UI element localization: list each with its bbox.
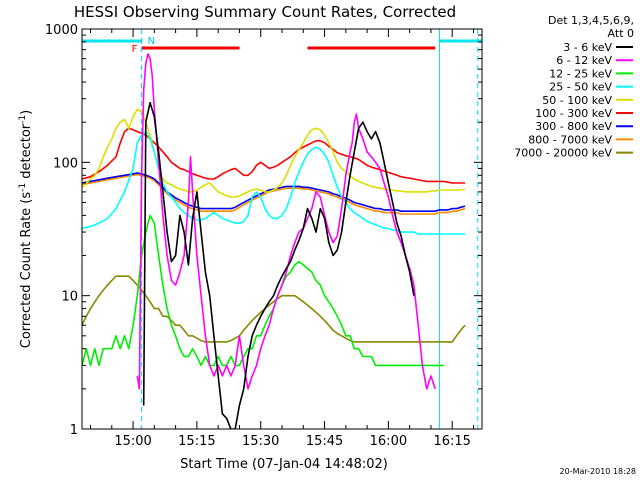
legend-label-0: 3 - 6 keV [563, 41, 612, 54]
legend-label-3: 25 - 50 keV [549, 81, 612, 94]
y-axis-ticks: 1 10 100 1000 [45, 23, 482, 438]
x-tick-label-1: 15:15 [178, 434, 215, 449]
y-tick-label-0: 1 [70, 423, 78, 438]
y-axis-label-sup1: -1 [18, 183, 28, 192]
series-line-8 [82, 275, 466, 343]
y-axis-label-sup2: -1 [18, 115, 28, 124]
x-tick-label-3: 15:45 [306, 434, 343, 449]
y-tick-label-1: 10 [61, 290, 78, 305]
generation-timestamp: 20-Mar-2010 18:28 [560, 467, 637, 476]
marker-F: F [132, 44, 138, 55]
series-line-2 [82, 214, 444, 367]
y-axis-label-end: ) [19, 110, 34, 115]
legend-label-1: 6 - 12 keV [556, 54, 612, 67]
legend-label-6: 300 - 800 keV [535, 120, 612, 133]
x-axis-label: Start Time (07-Jan-04 14:48:02) [180, 457, 388, 472]
series-line-3 [82, 130, 465, 235]
legend-label-2: 12 - 25 keV [549, 67, 612, 80]
legend-header-line1: Det 1,3,4,5,6,9, [548, 14, 634, 27]
plot-area [82, 29, 482, 429]
x-tick-label-2: 15:30 [242, 434, 279, 449]
legend-label-8: 7000 - 20000 keV [514, 147, 612, 160]
y-axis-label-main: Corrected Count Rate (s [19, 192, 34, 349]
y-axis-label: Corrected Count Rate (s-1 detector-1) [18, 110, 34, 348]
series-line-0 [142, 101, 415, 429]
legend-label-5: 100 - 300 keV [535, 107, 612, 120]
y-tick-label-3: 1000 [45, 23, 78, 38]
marker-N: N [148, 36, 155, 47]
series-line-5 [82, 127, 465, 184]
x-tick-label-5: 16:15 [433, 434, 470, 449]
y-axis-label-mid: detector [19, 123, 34, 183]
legend-label-7: 800 - 7000 keV [528, 133, 612, 146]
x-axis-ticks: 15:00 15:15 15:30 15:45 16:00 16:15 [90, 29, 474, 449]
legend-label-4: 50 - 100 keV [542, 94, 612, 107]
series-line-7 [82, 173, 466, 215]
chart-title: HESSI Observing Summary Count Rates, Cor… [74, 3, 456, 21]
x-tick-label-0: 15:00 [114, 434, 151, 449]
y-tick-label-2: 100 [53, 156, 78, 171]
legend-header-line2: Att 0 [608, 27, 634, 40]
series-line-1 [136, 53, 436, 390]
x-tick-label-4: 16:00 [370, 434, 407, 449]
